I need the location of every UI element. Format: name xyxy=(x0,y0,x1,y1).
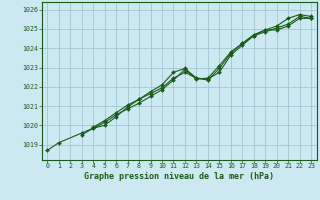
X-axis label: Graphe pression niveau de la mer (hPa): Graphe pression niveau de la mer (hPa) xyxy=(84,172,274,181)
